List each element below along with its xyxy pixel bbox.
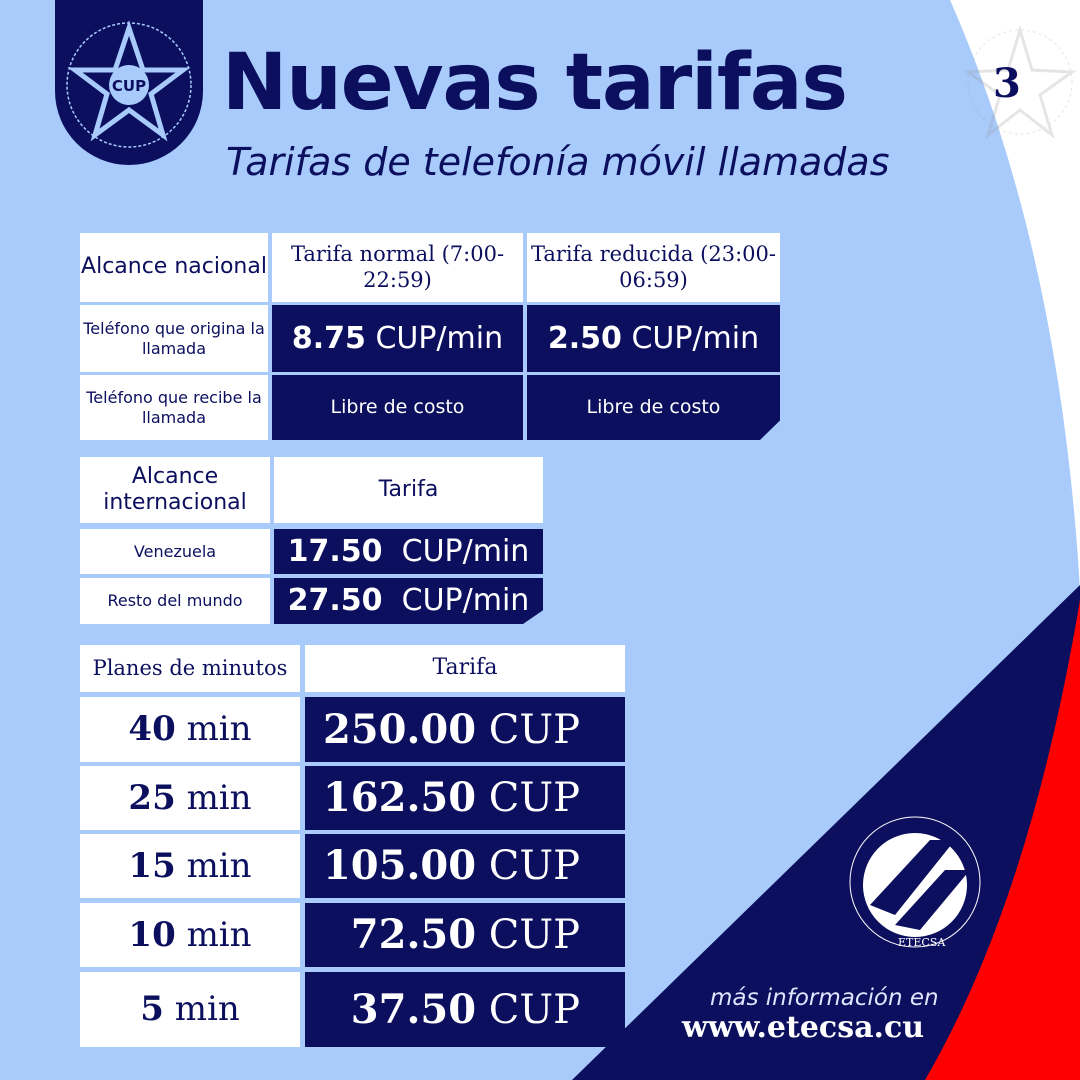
rate-unit: CUP/min (401, 583, 530, 618)
rate-value: 17.50 (287, 533, 383, 569)
plan-price: 72.50 CUP (305, 903, 625, 967)
page-subtitle: Tarifas de telefonía móvil llamadas (226, 140, 890, 184)
price-value: 250.00 (322, 705, 477, 753)
plans-header-rate: Tarifa (305, 645, 625, 692)
national-receiver-reduced-rate: Libre de costo (527, 375, 780, 440)
national-origin-normal-rate: 8.75 CUP/min (272, 305, 523, 372)
navy-triangle (572, 585, 1080, 1080)
price-value: 72.50 (350, 911, 477, 958)
plan-minutes: 10 min (80, 903, 300, 967)
minutes-value: 5 (140, 989, 164, 1030)
price-currency: CUP (488, 986, 580, 1033)
plan-price: 250.00 CUP (305, 697, 625, 762)
plan-minutes: 15 min (80, 834, 300, 898)
rate-value: 8.75 (291, 320, 366, 356)
intl-header-rate: Tarifa (274, 457, 543, 523)
minutes-value: 40 (128, 709, 176, 750)
rate-unit: CUP/min (375, 320, 504, 356)
plans-header-minutes: Planes de minutos (80, 645, 300, 692)
price-currency: CUP (488, 843, 580, 889)
plan-price: 37.50 CUP (305, 972, 625, 1047)
rate-unit: CUP/min (401, 533, 530, 569)
intl-row-label: Resto del mundo (80, 578, 270, 624)
price-currency: CUP (488, 706, 580, 753)
etecsa-logo: ETECSA (849, 816, 981, 949)
price-value: 105.00 (322, 842, 477, 889)
price-value: 162.50 (322, 774, 477, 821)
minutes-value: 10 (128, 914, 176, 955)
page-number: 3 (993, 60, 1021, 107)
minutes-unit: min (186, 709, 252, 750)
svg-text:CUP: CUP (112, 77, 146, 95)
national-receiver-normal-rate: Libre de costo (272, 375, 523, 440)
price-value: 37.50 (350, 985, 477, 1033)
plan-price: 162.50 CUP (305, 766, 625, 830)
plan-minutes: 5 min (80, 972, 300, 1047)
minutes-unit: min (186, 777, 252, 818)
red-wedge (925, 600, 1080, 1080)
minutes-value: 25 (128, 777, 176, 818)
intl-row-label: Venezuela (80, 529, 270, 574)
price-currency: CUP (488, 775, 580, 821)
cup-star-logo-icon: CUP (66, 20, 192, 148)
watermark-star-icon (963, 24, 1077, 140)
national-header-scope: Alcance nacional (80, 233, 268, 302)
rate-value: 2.50 (547, 320, 622, 356)
minutes-unit: min (174, 989, 240, 1030)
page-title: Nuevas tarifas (222, 38, 848, 128)
price-currency: CUP (488, 912, 580, 958)
white-curve-area (950, 0, 1080, 590)
rate-value: 27.50 (287, 583, 383, 618)
rate-unit: CUP/min (631, 320, 760, 356)
intl-rate: 27.50 CUP/min (274, 578, 543, 624)
national-origin-reduced-rate: 2.50 CUP/min (527, 305, 780, 372)
minutes-value: 15 (128, 845, 176, 886)
intl-rate: 17.50 CUP/min (274, 529, 543, 574)
national-header-normal: Tarifa normal (7:00-22:59) (272, 233, 523, 302)
cup-badge: CUP (55, 0, 203, 165)
more-info-text: más información en (710, 985, 939, 1011)
minutes-unit: min (186, 845, 252, 886)
plan-minutes: 40 min (80, 697, 300, 762)
national-row-receiver-label: Teléfono que recibe la llamada (80, 375, 268, 440)
intl-header-scope: Alcance internacional (80, 457, 270, 523)
minutes-unit: min (186, 914, 252, 955)
svg-text:ETECSA: ETECSA (898, 936, 946, 949)
plan-minutes: 25 min (80, 766, 300, 830)
national-header-reduced: Tarifa reducida (23:00-06:59) (527, 233, 780, 302)
plan-price: 105.00 CUP (305, 834, 625, 898)
website-link[interactable]: www.etecsa.cu (682, 1010, 925, 1045)
national-row-origin-label: Teléfono que origina la llamada (80, 305, 268, 372)
